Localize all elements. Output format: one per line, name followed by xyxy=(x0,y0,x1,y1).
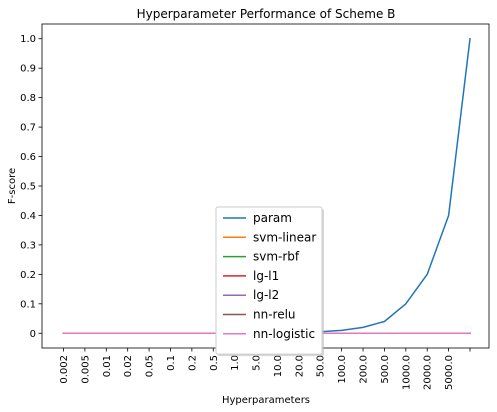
y-tick-label: 0.5 xyxy=(20,182,36,193)
x-tick-label: 0.5 xyxy=(209,355,220,371)
x-tick-label: 10.0 xyxy=(273,355,284,377)
x-tick-label: 100.0 xyxy=(337,355,348,384)
x-tick-label: 20.0 xyxy=(294,355,305,377)
legend-label: nn-logistic xyxy=(253,327,315,341)
legend-label: nn-relu xyxy=(253,308,296,322)
x-tick-label: 0.1 xyxy=(166,355,177,371)
legend-label: svm-linear xyxy=(253,230,316,244)
x-tick-label: 50.0 xyxy=(316,355,327,377)
x-tick-label: 2000.0 xyxy=(423,355,434,390)
x-tick-label: 0.005 xyxy=(80,355,91,384)
x-tick-label: 0.002 xyxy=(59,355,70,384)
x-tick-label: 0.02 xyxy=(123,355,134,377)
x-tick-label: 1000.0 xyxy=(401,355,412,390)
x-tick-label: 500.0 xyxy=(380,355,391,384)
x-tick-label: 5000.0 xyxy=(444,355,455,390)
y-tick-label: 0.1 xyxy=(20,299,36,310)
x-tick-label: 0.05 xyxy=(145,355,156,377)
y-tick-label: 0.3 xyxy=(20,240,36,251)
y-tick-label: 0.4 xyxy=(20,211,36,222)
legend-label: param xyxy=(253,211,292,225)
legend-box xyxy=(215,206,323,355)
legend-label: svm-rbf xyxy=(253,250,300,264)
y-axis-label: F-score xyxy=(7,168,18,204)
x-tick-label: 1.0 xyxy=(230,355,241,371)
y-tick-label: 0.6 xyxy=(20,152,36,163)
x-tick-label: 0.2 xyxy=(187,355,198,371)
axis-ticks: 0 0.1 0.2 0.3 0.4 0.5 0.6 0.7 0.8 0.9 1.0 0.002 0.00… xyxy=(20,34,471,390)
x-tick-label: 0.01 xyxy=(102,355,113,377)
y-tick-label: 1.0 xyxy=(20,34,36,45)
legend-label: lg-l2 xyxy=(253,288,279,302)
x-tick-label: 5.0 xyxy=(252,355,263,371)
y-tick-label: 0.7 xyxy=(20,123,36,134)
y-tick-label: 0 xyxy=(30,329,36,340)
y-tick-label: 0.2 xyxy=(20,270,36,281)
legend-label: lg-l1 xyxy=(253,269,279,283)
x-axis-label: Hyperparameters xyxy=(222,395,310,406)
y-tick-label: 0.8 xyxy=(20,93,36,104)
y-tick-label: 0.9 xyxy=(20,64,36,75)
x-tick-label: 200.0 xyxy=(359,355,370,384)
legend: param svm-linear svm-rbf lg-l1 lg-l2 nn-relu n… xyxy=(215,206,324,357)
chart-title: Hyperparameter Performance of Scheme B xyxy=(137,7,396,21)
